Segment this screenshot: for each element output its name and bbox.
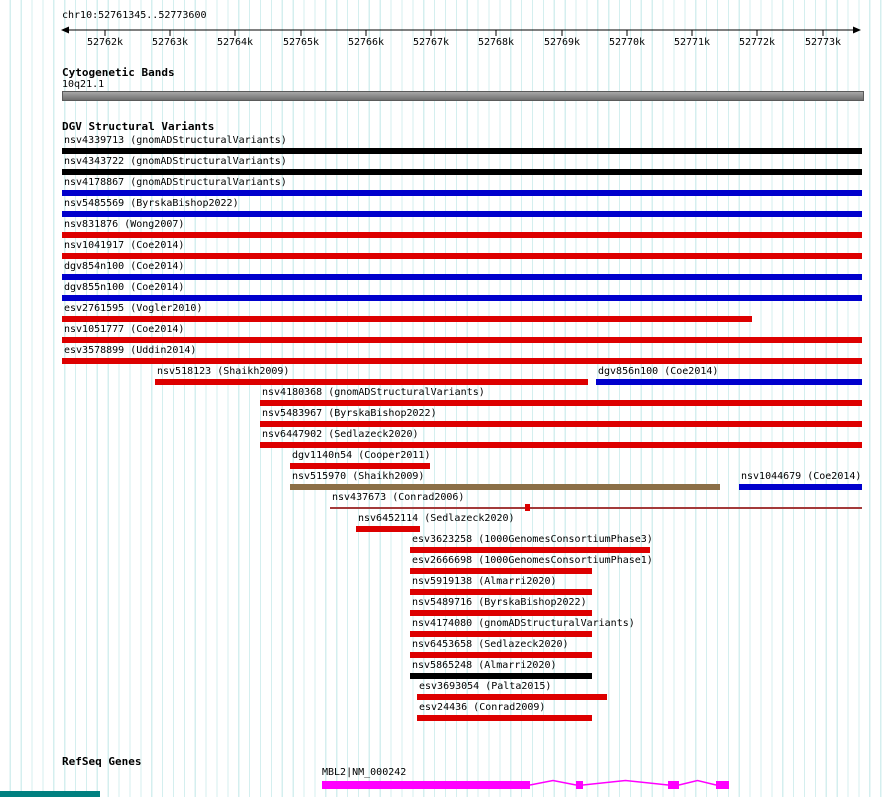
variant-bar[interactable] [62,295,862,301]
variant-label[interactable]: nsv6452114 (Sedlazeck2020) [358,513,515,524]
variant-bar[interactable] [62,358,862,364]
variant-bar[interactable] [417,694,607,700]
variant-bar[interactable] [62,232,862,238]
variant-bar[interactable] [260,400,862,406]
variant-label[interactable]: dgv1140n54 (Cooper2011) [292,450,431,461]
variant-bar[interactable] [410,589,592,595]
variant-bar[interactable] [62,316,752,322]
variant-bar[interactable] [290,484,720,490]
variant-bar[interactable] [410,568,592,574]
cytoband-bar[interactable] [62,91,864,101]
variant-label[interactable]: esv2666698 (1000GenomesConsortiumPhase1) [412,555,653,566]
ruler-tick-label: 52762k [86,37,124,48]
variant-bar[interactable] [356,526,420,532]
variant-label[interactable]: nsv4180368 (gnomADStructuralVariants) [262,387,485,398]
variant-bar[interactable] [62,190,862,196]
variant-bar[interactable] [62,337,862,343]
variant-label[interactable]: nsv1051777 (Coe2014) [64,324,185,335]
refseq-section-header: RefSeq Genes [62,755,142,768]
variant-span-line[interactable] [330,507,862,509]
ruler-tick-label: 52768k [477,37,515,48]
ruler-tick-label: 52763k [151,37,189,48]
variant-label[interactable]: nsv6453658 (Sedlazeck2020) [412,639,569,650]
ruler-tick-label: 52772k [738,37,776,48]
variant-bar[interactable] [417,715,592,721]
ruler-tick-label: 52766k [347,37,385,48]
variant-label[interactable]: nsv5489716 (ByrskaBishop2022) [412,597,587,608]
variant-label[interactable]: nsv1044679 (Coe2014) [741,471,862,482]
variant-label[interactable]: nsv4343722 (gnomADStructuralVariants) [64,156,287,167]
variant-bar[interactable] [596,379,862,385]
variant-bar[interactable] [62,211,862,217]
variant-label[interactable]: nsv5865248 (Almarri2020) [412,660,557,671]
ruler-axis [61,26,861,36]
variant-label[interactable]: esv3578899 (Uddin2014) [64,345,197,356]
ruler-tick-label: 52769k [543,37,581,48]
variant-label[interactable]: nsv518123 (Shaikh2009) [157,366,290,377]
variant-label[interactable]: nsv831876 (Wong2007) [64,219,185,230]
cytoband-section-header: Cytogenetic Bands [62,66,175,79]
ruler-tick-label: 52764k [216,37,254,48]
variant-bar[interactable] [290,463,430,469]
footer-progress-bar [0,791,100,797]
variant-label[interactable]: nsv4174080 (gnomADStructuralVariants) [412,618,635,629]
variant-bar[interactable] [410,547,650,553]
variant-label[interactable]: dgv855n100 (Coe2014) [64,282,185,293]
variant-label[interactable]: nsv437673 (Conrad2006) [332,492,465,503]
variant-bar[interactable] [62,169,862,175]
variant-label[interactable]: nsv5483967 (ByrskaBishop2022) [262,408,437,419]
ruler-tick-label: 52770k [608,37,646,48]
variant-label[interactable]: dgv856n100 (Coe2014) [598,366,719,377]
variant-label[interactable]: nsv515970 (Shaikh2009) [292,471,425,482]
gene-glyph[interactable] [0,779,890,791]
variant-bar[interactable] [410,610,592,616]
ruler-tick-label: 52765k [282,37,320,48]
variant-bar[interactable] [62,274,862,280]
variant-label[interactable]: esv3623258 (1000GenomesConsortiumPhase3) [412,534,653,545]
variant-bar[interactable] [62,253,862,259]
variant-label[interactable]: nsv4178867 (gnomADStructuralVariants) [64,177,287,188]
variant-bar[interactable] [62,148,862,154]
variant-label[interactable]: esv2761595 (Vogler2010) [64,303,203,314]
dgv-section-header: DGV Structural Variants [62,120,215,133]
variant-bar[interactable] [155,379,588,385]
variant-tick[interactable] [525,504,530,511]
variant-label[interactable]: esv24436 (Conrad2009) [419,702,546,713]
variant-label[interactable]: nsv5919138 (Almarri2020) [412,576,557,587]
variant-bar[interactable] [260,442,862,448]
region-title: chr10:52761345..52773600 [62,10,207,21]
variant-label[interactable]: nsv5485569 (ByrskaBishop2022) [64,198,239,209]
variant-label[interactable]: nsv4339713 (gnomADStructuralVariants) [64,135,287,146]
variant-label[interactable]: nsv1041917 (Coe2014) [64,240,185,251]
variant-label[interactable]: dgv854n100 (Coe2014) [64,261,185,272]
ruler-tick-label: 52767k [412,37,450,48]
variant-label[interactable]: nsv6447902 (Sedlazeck2020) [262,429,419,440]
variant-bar[interactable] [410,673,592,679]
gene-label[interactable]: MBL2|NM_000242 [322,767,407,778]
variant-bar[interactable] [260,421,862,427]
variant-bar[interactable] [410,631,592,637]
variant-label[interactable]: esv3693054 (Palta2015) [419,681,552,692]
variant-bar[interactable] [410,652,592,658]
cytoband-label: 10q21.1 [62,79,105,90]
ruler-tick-label: 52771k [673,37,711,48]
ruler-tick-label: 52773k [804,37,842,48]
variant-bar[interactable] [739,484,862,490]
